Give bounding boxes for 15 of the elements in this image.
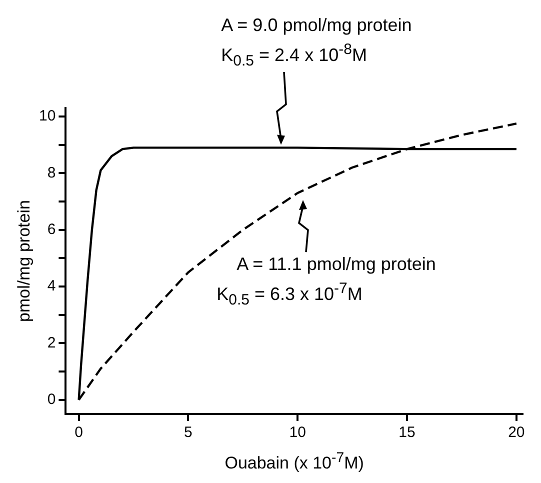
x-tick-label: 15 xyxy=(398,424,416,442)
x-tick-label: 0 xyxy=(74,424,83,442)
y-tick-label: 0 xyxy=(47,390,56,408)
y-tick-label: 4 xyxy=(47,278,56,295)
x-tick-label: 10 xyxy=(289,424,306,442)
text: A = 9.0 pmol/mg protein K$_{0.5}$ = 2.4 x 10$^{-8}$M xyxy=(221,15,412,70)
y-tick-label: 8 xyxy=(47,164,56,182)
annotation: A = 11.1 pmol/mg protein K$_{0.5}$ = 6.3 x 10$^{-7}$M xyxy=(216,254,436,308)
y-tick-label: 2 xyxy=(47,334,56,352)
y-axis-title: pmol/mg protein xyxy=(14,200,34,322)
x-tick-label: 5 xyxy=(184,424,192,442)
x-axis-title: Ouabain (x 10$^{-7}$M) xyxy=(224,450,364,473)
x-tick-label: 20 xyxy=(508,424,525,442)
y-tick-label: 10 xyxy=(38,108,56,125)
y-tick-label: 6 xyxy=(47,220,56,238)
